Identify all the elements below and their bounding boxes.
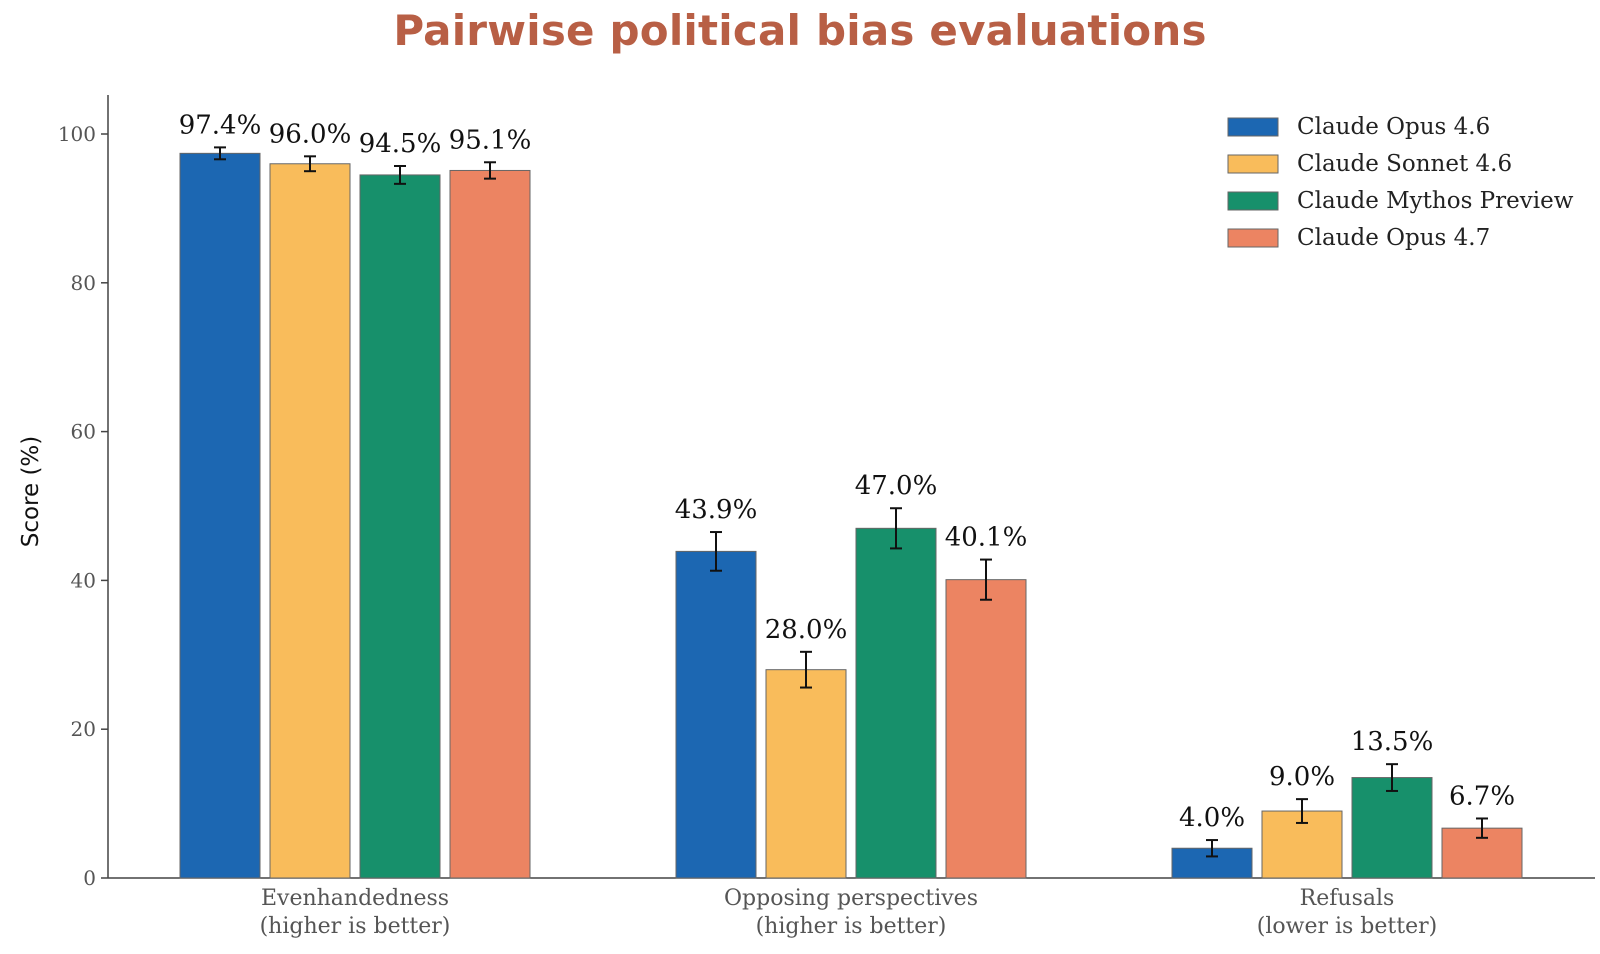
y-tick-label: 20 (71, 717, 96, 741)
y-tick-label: 80 (71, 271, 96, 295)
bar (675, 550, 757, 879)
legend-label: Claude Opus 4.6 (1297, 114, 1490, 140)
bar (449, 169, 531, 879)
bar (945, 579, 1027, 879)
value-labels-group: 97.4% 96.0% 94.5% 95.1% 43.9% 28.0% 47.0%40.1%… (179, 110, 1515, 833)
x-category-label: Evenhandedness (261, 886, 449, 911)
bar (765, 669, 847, 879)
axes: 0 20 40 60 80 100 Score (%) Evenhandedness (high… (18, 95, 1595, 939)
y-tick-label: 100 (58, 122, 96, 146)
y-tick-label: 40 (71, 568, 96, 592)
y-tick-label: 0 (83, 866, 96, 890)
x-category-label: Refusals (1300, 886, 1395, 911)
data-label: 13.5% (1351, 727, 1434, 757)
legend-label: Claude Opus 4.7 (1297, 225, 1490, 251)
data-label: 4.0% (1179, 803, 1245, 833)
data-label: 40.1% (945, 523, 1028, 553)
legend-swatch (1227, 154, 1279, 174)
data-label: 95.1% (449, 125, 532, 155)
x-category-label: Opposing perspectives (724, 886, 978, 911)
legend-swatch (1227, 228, 1279, 248)
x-category-sublabel: (higher is better) (260, 914, 451, 939)
chart-title: Pairwise political bias evaluations (393, 6, 1207, 55)
data-label: 9.0% (1269, 762, 1335, 792)
legend-swatch (1227, 117, 1279, 137)
legend-label: Claude Mythos Preview (1297, 188, 1574, 214)
data-label: 94.5% (359, 129, 442, 159)
data-label: 97.4% (179, 110, 262, 140)
bar (269, 163, 351, 879)
legend: Claude Opus 4.6 Claude Sonnet 4.6 Claude M… (1227, 114, 1574, 251)
data-label: 47.0% (855, 471, 938, 501)
data-label: 96.0% (269, 119, 352, 149)
data-label: 6.7% (1449, 781, 1515, 811)
bars-group (179, 152, 1523, 879)
data-label: 28.0% (765, 615, 848, 645)
bar (359, 174, 441, 879)
y-tick-label: 60 (71, 420, 96, 444)
error-bars-group (214, 146, 1488, 858)
bar (179, 152, 261, 879)
bar (855, 527, 937, 879)
y-axis-label: Score (%) (18, 436, 44, 548)
x-category-sublabel: (higher is better) (756, 914, 947, 939)
legend-swatch (1227, 191, 1279, 211)
bar (1351, 777, 1433, 879)
legend-label: Claude Sonnet 4.6 (1297, 151, 1512, 177)
data-label: 43.9% (675, 495, 758, 525)
x-category-sublabel: (lower is better) (1257, 914, 1437, 939)
